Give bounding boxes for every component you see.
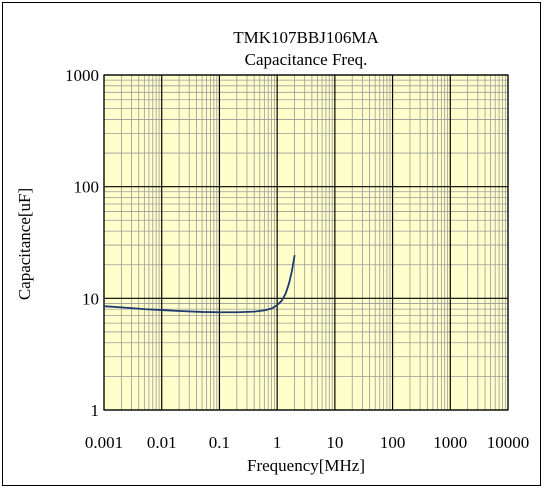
chart: 0.001 0.01 0.1 1 10 100 1000 10000 1 10 100 1000 T… [15,28,529,475]
y-axis-label: Capacitance[uF] [15,188,34,300]
chart-subtitle: Capacitance Freq. [245,50,368,69]
y-tick-label: 1 [91,401,100,420]
x-tick-label: 1 [273,433,282,452]
minor-grid [104,75,508,410]
capacitance-curve [103,254,296,314]
x-tick-label: 0.1 [209,433,230,452]
series-layer [103,254,296,314]
y-tick-label: 1000 [65,66,99,85]
x-tick-label: 100 [380,433,406,452]
chart-title: TMK107BBJ106MA [233,28,379,47]
y-tick-label: 100 [74,178,100,197]
plot-border [103,74,509,411]
x-tick-label: 0.001 [85,433,123,452]
x-tick-label: 1000 [433,433,467,452]
x-tick-labels: 0.001 0.01 0.1 1 10 100 1000 10000 [85,433,529,452]
y-tick-label: 10 [82,289,99,308]
chart-frame: 0.001 0.01 0.1 1 10 100 1000 10000 1 10 100 1000 T… [2,2,541,486]
x-axis-label: Frequency[MHz] [247,456,365,475]
x-tick-label: 10 [326,433,343,452]
plot-area [104,75,508,410]
y-tick-labels: 1 10 100 1000 [65,66,99,420]
x-tick-label: 0.01 [147,433,177,452]
x-tick-label: 10000 [487,433,530,452]
